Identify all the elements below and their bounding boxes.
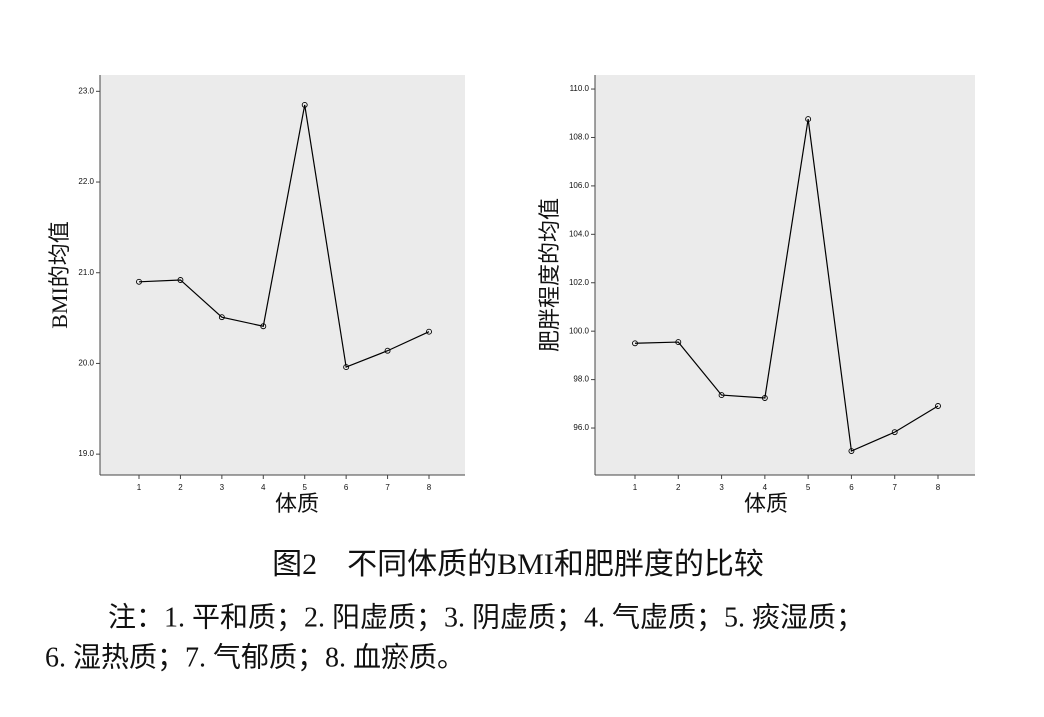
y-tick-label: 98.0 [573,375,589,384]
y-tick-label: 23.0 [78,86,94,95]
point [848,448,855,454]
y-tick-label: 110.0 [570,84,590,93]
y-tick-label: 106.0 [569,181,590,190]
point [384,347,391,354]
line [634,118,939,452]
point [136,278,142,285]
y-axis-title: 肥胖程度的均值 [537,198,562,352]
x-tick-label: 8 [427,483,432,492]
x-tick-label: 5 [806,483,811,492]
point [218,314,225,321]
point [177,277,184,283]
x-tick-label: 2 [676,483,681,492]
x-tick-label: 4 [261,483,266,492]
y-tick-label: 22.0 [78,177,94,186]
x-tick-label: 6 [344,483,349,492]
x-tick-label: 1 [633,483,638,492]
x-tick-label: 3 [719,483,724,492]
x-tick-label: 4 [763,483,768,492]
y-tick-label: 21.0 [78,268,94,277]
point [718,392,725,399]
x-tick-label: 6 [849,483,854,492]
point [343,364,350,371]
y-axis-title: BMI的均值 [47,221,72,329]
point [426,328,432,335]
y-tick-label: 96.0 [573,423,589,432]
point [675,339,682,346]
point [301,101,308,108]
note-line: 注：1. 平和质；2. 阳虚质；3. 阴虚质；4. 气虚质；5. 痰湿质； [108,601,864,633]
y-tick-label: 100.0 [569,326,590,335]
x-axis-title: 体质 [275,491,319,516]
y-tick-label: 19.0 [78,449,94,458]
y-tick-label: 102.0 [569,278,590,287]
point [632,340,638,347]
note-line: 6. 湿热质；7. 气郁质；8. 血瘀质。 [45,641,465,673]
plot-area [100,75,465,475]
point [805,116,812,123]
point [761,395,768,401]
x-tick-label: 1 [137,483,142,492]
x-tick-label: 2 [178,483,183,492]
line [138,104,430,368]
x-tick-label: 7 [892,483,897,492]
y-tick-label: 108.0 [569,133,590,142]
x-tick-label: 8 [936,483,941,492]
point [260,323,267,330]
plot-area [595,75,975,475]
x-axis-title: 体质 [744,491,788,516]
x-tick-label: 7 [385,483,390,492]
x-tick-label: 5 [302,483,307,492]
x-tick-label: 3 [220,483,225,492]
y-tick-label: 104.0 [569,229,590,238]
point [891,429,898,436]
caption: 图2 不同体质的BMI和肥胖度的比较 [272,548,764,581]
y-tick-label: 20.0 [78,359,94,368]
point [935,403,941,409]
